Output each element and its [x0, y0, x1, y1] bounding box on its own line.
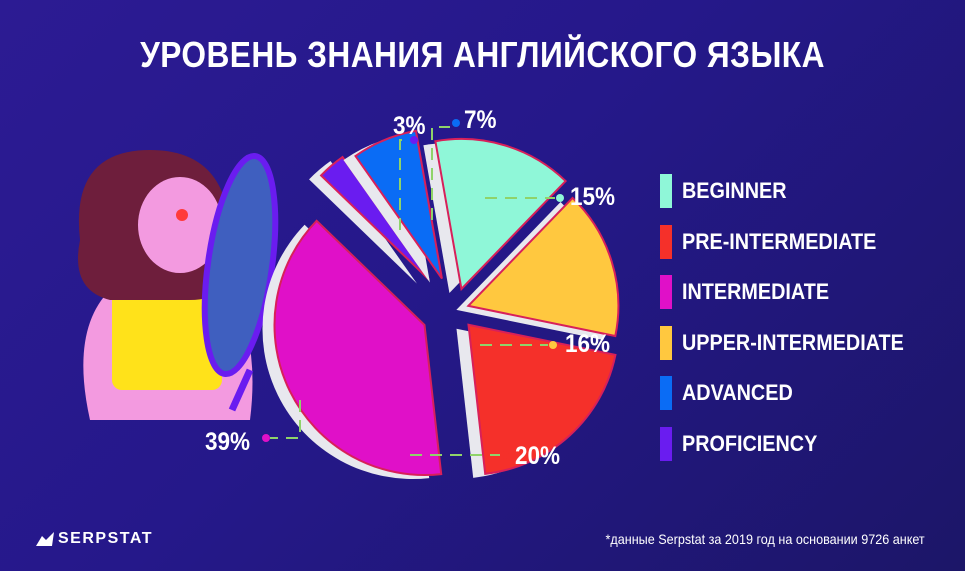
label-dots [262, 119, 564, 459]
legend-swatch [660, 426, 672, 461]
serpstat-logo: SERPSTAT [36, 530, 153, 548]
data-label-upper-intermediate: 16% [565, 330, 611, 358]
legend-swatch [660, 275, 672, 310]
data-label-pre-intermediate: 20% [515, 442, 561, 470]
serpstat-logo-icon [36, 532, 54, 546]
pie-slice-upper-intermediate [466, 196, 620, 338]
pie-slice-side [309, 161, 417, 284]
legend-label: INTERMEDIATE [682, 279, 830, 305]
legend-swatch [660, 224, 672, 259]
legend-swatch [660, 325, 672, 360]
footnote: *данные Serpstat за 2019 год на основани… [605, 531, 925, 547]
pie-slice-beginner [434, 138, 568, 292]
legend-item-intermediate: INTERMEDIATE [660, 267, 929, 318]
legend-label: BEGINNER [682, 178, 787, 204]
legend: BEGINNER PRE-INTERMEDIATE INTERMEDIATE U… [660, 166, 929, 469]
legend-swatch [660, 174, 672, 209]
pie-slice-pre-intermediate [467, 323, 617, 475]
pie-slice-intermediate [273, 219, 443, 476]
logo-text: SERPSTAT [58, 530, 153, 547]
chart-title: УРОВЕНЬ ЗНАНИЯ АНГЛИЙСКОГО ЯЗЫКА [140, 34, 825, 75]
data-label-intermediate: 39% [205, 428, 251, 456]
legend-label: PROFICIENCY [682, 430, 818, 456]
pie-slice-proficiency [319, 155, 430, 281]
woman-illustration [78, 150, 279, 420]
legend-label: UPPER-INTERMEDIATE [682, 329, 904, 355]
legend-label: PRE-INTERMEDIATE [682, 228, 877, 254]
legend-label: ADVANCED [682, 380, 793, 406]
pie-slice-advanced [354, 129, 443, 280]
data-label-advanced: 7% [464, 106, 497, 134]
data-label-proficiency: 3% [393, 112, 426, 140]
leader-lines [270, 126, 555, 456]
legend-item-beginner: BEGINNER [660, 166, 929, 217]
legend-item-pre-intermediate: PRE-INTERMEDIATE [660, 217, 929, 268]
legend-item-upper-intermediate: UPPER-INTERMEDIATE [660, 318, 929, 369]
legend-item-advanced: ADVANCED [660, 368, 929, 419]
data-label-beginner: 15% [570, 183, 616, 211]
legend-swatch [660, 376, 672, 411]
legend-item-proficiency: PROFICIENCY [660, 419, 929, 470]
